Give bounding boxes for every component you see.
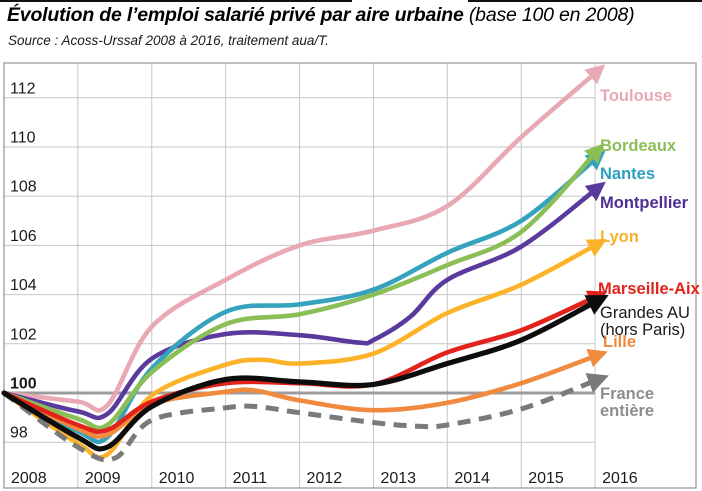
series-line-bordeaux <box>1 143 605 431</box>
series-line-grandes-au-hors-paris <box>1 295 609 452</box>
series-label-nantes: Nantes <box>600 165 655 183</box>
series-label-france-enti-re: France <box>600 385 654 403</box>
x-axis-tick-label: 2014 <box>454 470 490 487</box>
chart-source: Source : Acoss-Urssaf 2008 à 2016, trait… <box>8 33 329 48</box>
x-axis-tick-label: 2008 <box>11 470 47 487</box>
y-axis-tick-label: 108 <box>10 179 37 196</box>
series-line-toulouse <box>1 64 606 413</box>
chart-title-paren: (base 100 en 2008) <box>463 4 635 26</box>
series-label-marseille-aix: Marseille-Aix <box>598 280 701 298</box>
series-label-lyon: Lyon <box>600 228 639 246</box>
x-axis-tick-label: 2013 <box>380 470 416 487</box>
series-label-toulouse: Toulouse <box>600 87 672 105</box>
y-axis-tick-label: 104 <box>10 277 37 294</box>
series-line-nantes <box>1 150 606 445</box>
series-line-france-enti-re <box>2 373 609 463</box>
y-axis-tick-label: 102 <box>10 326 37 343</box>
series-line-montpellier <box>1 181 606 421</box>
top-edge-artifact <box>468 0 702 2</box>
series-label-grandes-au-hors-paris: (hors Paris) <box>600 321 685 339</box>
y-axis-tick-label: 100 <box>10 376 37 393</box>
x-axis-tick-label: 2009 <box>85 470 121 487</box>
series-line-lille <box>1 349 608 439</box>
series-label-lille: Lille <box>603 333 636 351</box>
x-axis-tick-label: 2011 <box>233 470 268 487</box>
series-label-montpellier: Montpellier <box>600 194 689 212</box>
series-label-france-enti-re: entière <box>600 402 654 420</box>
x-axis-tick-label: 2010 <box>159 470 195 487</box>
series-label-grandes-au-hors-paris: Grandes AU <box>600 304 690 322</box>
series-label-bordeaux: Bordeaux <box>600 137 677 155</box>
chart-title: Évolution de l’emploi salarié privé par … <box>7 4 635 27</box>
chart-border <box>3 62 697 489</box>
chart-title-main: Évolution de l’emploi salarié privé par … <box>7 4 464 26</box>
y-axis-tick-label: 112 <box>10 80 36 97</box>
y-axis-tick-label: 106 <box>10 228 37 245</box>
y-axis-tick-label: 110 <box>10 130 36 147</box>
y-axis-tick-label: 98 <box>10 425 28 442</box>
top-edge-artifact <box>0 0 352 2</box>
x-axis-tick-label: 2015 <box>528 470 564 487</box>
x-axis-tick-label: 2012 <box>307 470 343 487</box>
x-axis-tick-label: 2016 <box>602 470 638 487</box>
